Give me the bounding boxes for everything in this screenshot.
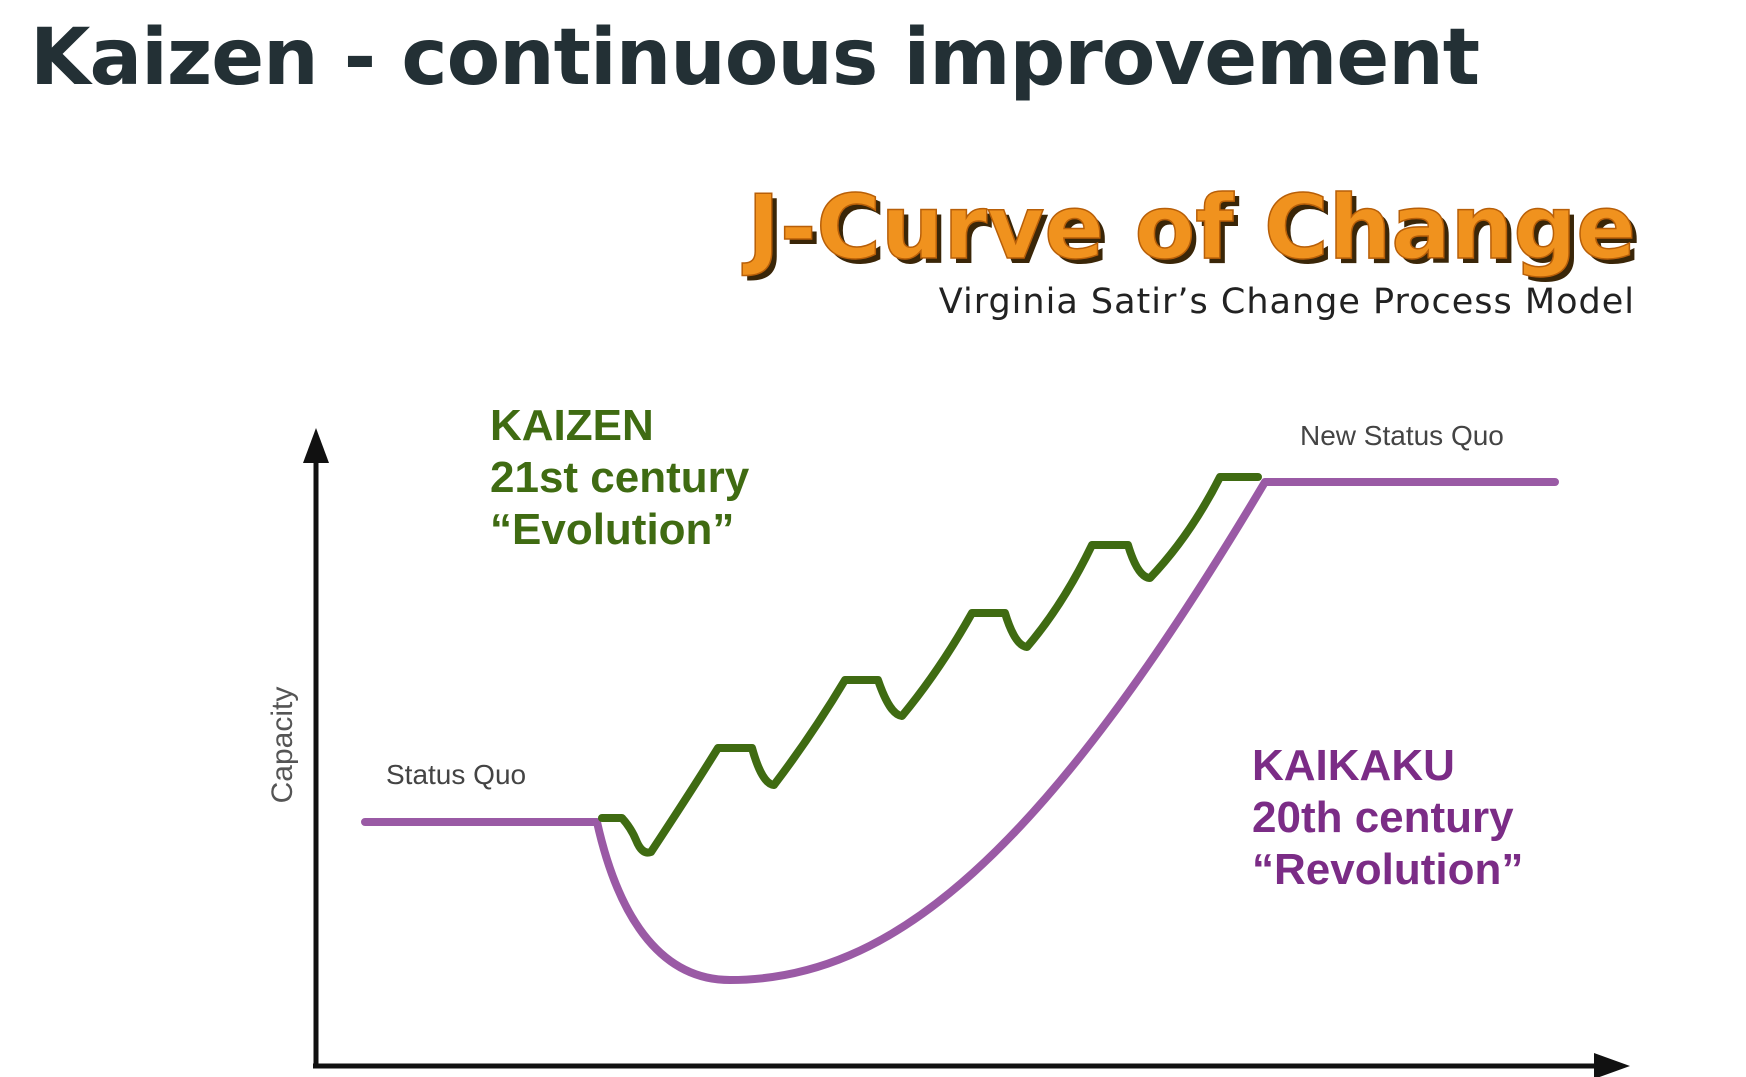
status-quo-label: Status Quo <box>386 759 526 790</box>
kaikaku-label-line2: 20th century <box>1252 793 1514 842</box>
x-axis-arrowhead <box>1594 1053 1630 1077</box>
kaikaku-label: KAIKAKU 20th century “Revolution” <box>1252 741 1523 894</box>
new-status-quo-label: New Status Quo <box>1300 420 1504 451</box>
kaizen-label-line1: KAIZEN <box>490 401 654 450</box>
kaizen-label: KAIZEN 21st century “Evolution” <box>490 401 750 554</box>
page-title: Kaizen - continuous improvement <box>30 13 1480 103</box>
kaikaku-label-line1: KAIKAKU <box>1252 741 1455 790</box>
kaizen-label-line3: “Evolution” <box>490 505 734 554</box>
figure-subtitle: Virginia Satir’s Change Process Model <box>939 282 1635 322</box>
figure-title: J-Curve of Change <box>742 176 1636 279</box>
kaizen-label-line2: 21st century <box>490 453 750 502</box>
kaizen-curve <box>598 473 1262 857</box>
kaikaku-label-line3: “Revolution” <box>1252 845 1523 894</box>
figure-title-shadow: J-Curve of Change <box>747 181 1641 284</box>
axes <box>313 455 1610 1069</box>
kaikaku-curve <box>361 478 1559 984</box>
y-axis-label: Capacity <box>266 687 299 804</box>
y-axis-arrowhead <box>303 428 329 463</box>
